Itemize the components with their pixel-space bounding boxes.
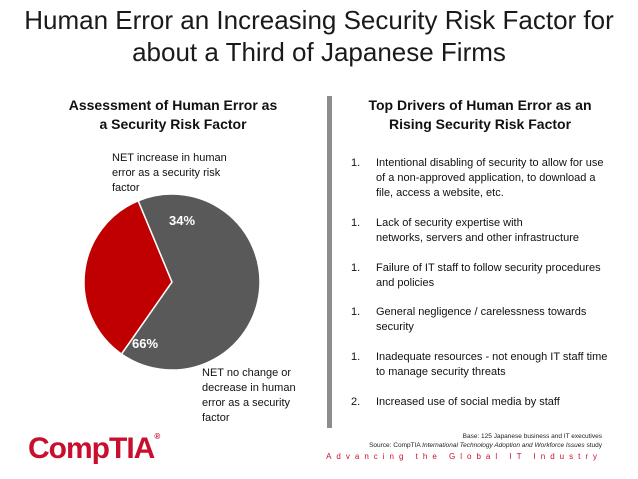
pie-heading-line-1: Assessment of Human Error as [68, 97, 278, 113]
pie-slice-increase [83, 199, 173, 356]
driver-item: 1. General negligence / carelessness tow… [338, 305, 586, 335]
driver-text-line: Inadequate resources - not enough IT sta… [376, 351, 608, 363]
increase-label-line: error as a security risk [112, 167, 221, 179]
driver-text-line: file, access a website, etc. [376, 187, 504, 199]
driver-item: 2. Increased use of social media by staf… [338, 395, 560, 410]
driver-text-line: General negligence / carelessness toward… [376, 306, 587, 318]
source-note: Source: CompTIA International Technology… [369, 441, 602, 450]
title-line-1: Human Error an Increasing Security Risk … [24, 5, 614, 35]
driver-text: Lack of security expertise with networks… [376, 216, 579, 246]
pie-heading-line-2: a Security Risk Factor [99, 116, 247, 132]
nochange-label-line: decrease in human [202, 382, 296, 394]
increase-slice-label: NET increase in human error as a securit… [112, 151, 242, 196]
driver-text-line: and policies [376, 277, 435, 289]
title-line-2: about a Third of Japanese Firms [132, 37, 506, 67]
driver-item: 1. Intentional disabling of security to … [338, 156, 603, 201]
driver-rank: 1. [351, 217, 361, 229]
logo-text: CompTIA [28, 432, 155, 465]
driver-rank: 1. [351, 157, 361, 169]
increase-label-line: factor [112, 182, 140, 194]
driver-text: General negligence / carelessness toward… [376, 305, 586, 335]
drivers-heading-line-1: Top Drivers of Human Error as an [368, 97, 592, 113]
driver-text-line: Intentional disabling of security to all… [376, 157, 604, 169]
driver-text-line: Failure of IT staff to follow security p… [376, 262, 601, 274]
source-suffix: study [584, 442, 602, 449]
drivers-heading-line-2: Rising Security Risk Factor [388, 116, 572, 132]
nochange-label-line: factor [202, 412, 230, 424]
driver-item: 1. Inadequate resources - not enough IT … [338, 350, 607, 380]
driver-text: Failure of IT staff to follow security p… [376, 261, 601, 291]
driver-text: Increased use of social media by staff [376, 395, 560, 410]
page-title: Human Error an Increasing Security Risk … [0, 4, 638, 68]
driver-rank: 2. [351, 396, 361, 408]
driver-rank: 1. [351, 351, 361, 363]
pie-value-label-nochange: 66% [132, 336, 158, 351]
driver-item: 1. Lack of security expertise with netwo… [338, 216, 579, 246]
pie-slice-nochange [120, 193, 261, 371]
driver-text: Intentional disabling of security to all… [376, 156, 603, 201]
driver-rank: 1. [351, 262, 361, 274]
increase-label-line: NET increase in human [112, 152, 227, 164]
drivers-heading: Top Drivers of Human Error as an Rising … [340, 96, 620, 134]
driver-text-line: networks, servers and other infrastructu… [376, 232, 579, 244]
pie-value-label-increase: 34% [169, 213, 195, 228]
base-note: Base: 125 Japanese business and IT execu… [462, 433, 602, 440]
source-prefix: Source: CompTIA [369, 442, 423, 449]
driver-text-line: security [376, 321, 414, 333]
nochange-slice-label: NET no change or decrease in human error… [202, 366, 312, 426]
nochange-label-line: NET no change or [202, 367, 292, 379]
driver-text-line: of a non-approved application, to downlo… [376, 172, 596, 184]
tagline: Advancing the Global IT Industry [326, 452, 602, 461]
driver-item: 1. Failure of IT staff to follow securit… [338, 261, 601, 291]
driver-rank: 1. [351, 306, 361, 318]
driver-text-line: to manage security threats [376, 366, 506, 378]
nochange-label-line: error as a security [202, 397, 291, 409]
driver-text: Inadequate resources - not enough IT sta… [376, 350, 607, 380]
comptia-logo: CompTIA® [28, 432, 160, 466]
pie-heading: Assessment of Human Error as a Security … [58, 96, 288, 134]
source-study-name: International Technology Adoption and Wo… [422, 442, 585, 449]
vertical-divider [327, 96, 332, 428]
driver-text-line: Lack of security expertise with [376, 217, 523, 229]
driver-text-line: Increased use of social media by staff [376, 396, 560, 408]
logo-trademark: ® [154, 432, 161, 441]
